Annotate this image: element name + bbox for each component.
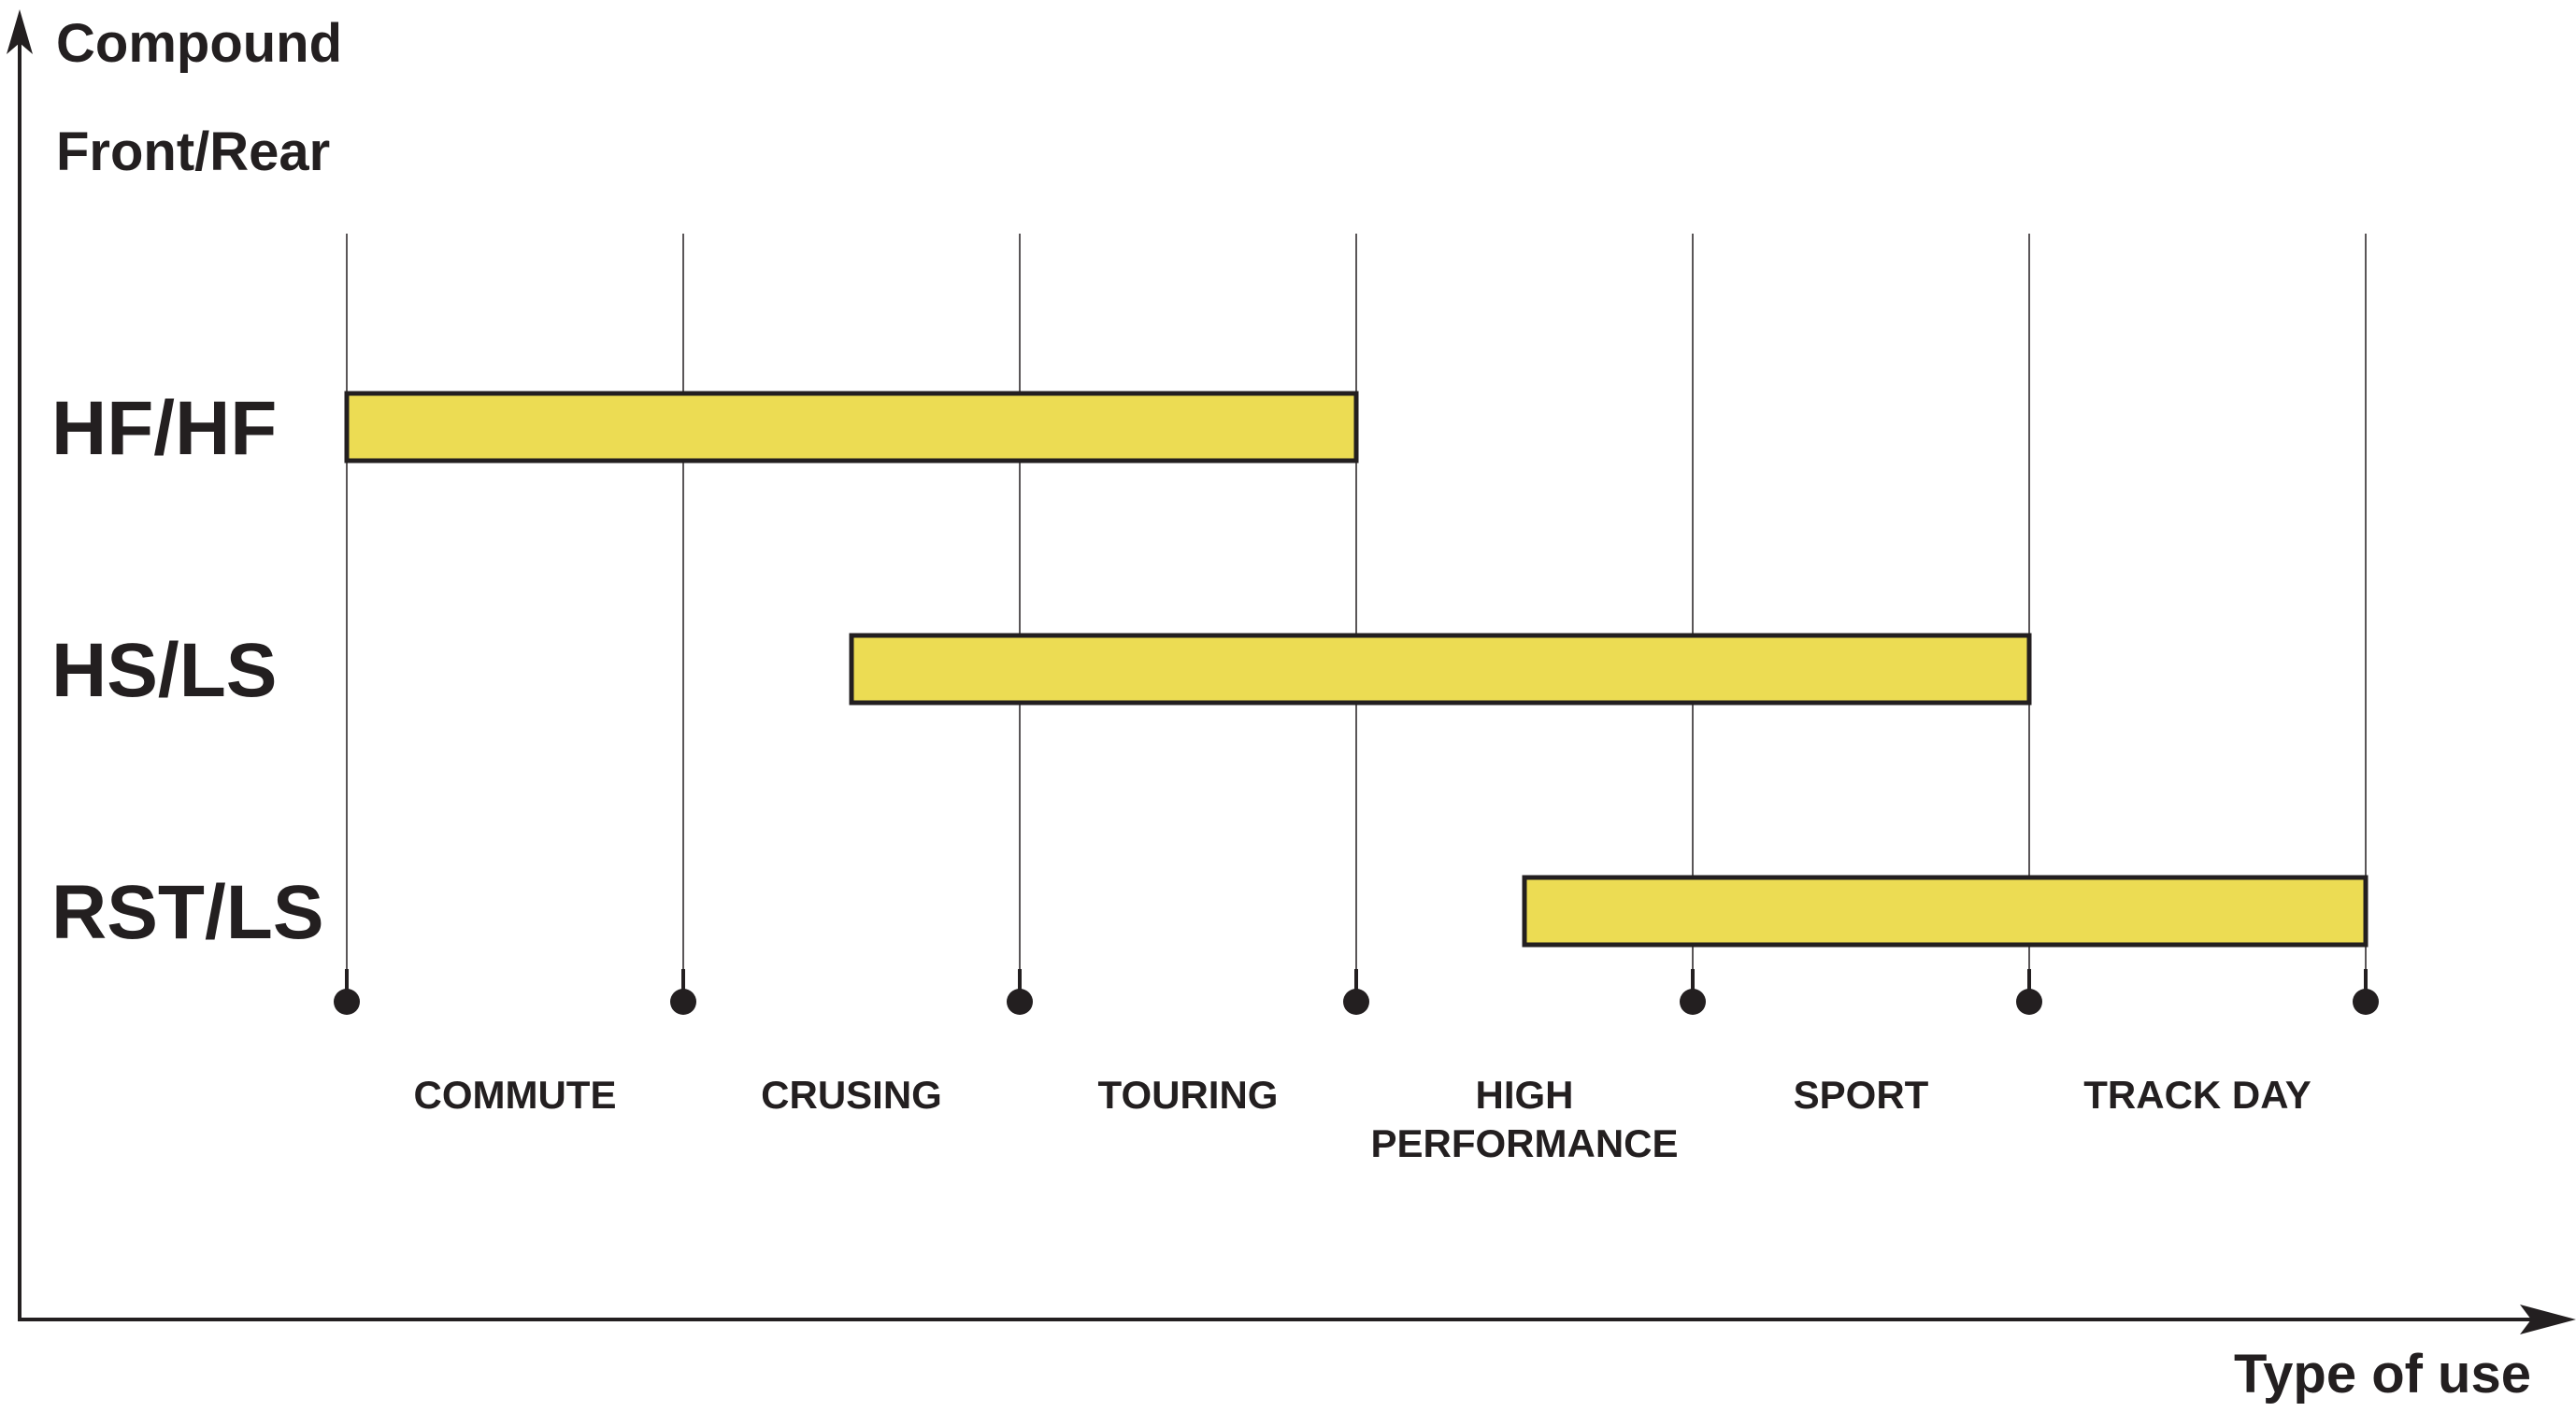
tick-dot-icon [334,989,360,1015]
gridlines [346,234,2367,1002]
range-bar [344,391,1359,464]
range-bar [849,633,2032,706]
category-label: COMMUTE [414,1073,617,1117]
y-axis-arrow-icon [7,9,33,54]
category-label: PERFORMANCE [1370,1121,1678,1165]
category-label: CRUSING [761,1073,942,1117]
x-axis-title: Type of use [2234,1344,2531,1405]
row-label: HF/HF [51,386,277,471]
row-label: HS/LS [51,628,277,713]
tick-dot-icon [1007,989,1033,1015]
axes [7,9,2576,1334]
category-label: SPORT [1794,1073,1929,1117]
tick-dot-icon [670,989,696,1015]
x-ticks [334,969,2379,1015]
row-labels: HF/HF HS/LS RST/LS [51,386,324,955]
x-axis-arrow-icon [2520,1305,2576,1334]
category-label: HIGH [1476,1073,1574,1117]
tick-dot-icon [2016,989,2042,1015]
tick-dot-icon [2353,989,2379,1015]
category-label: TRACK DAY [2083,1073,2311,1117]
category-label: TOURING [1098,1073,1279,1117]
y-axis-title-line-1: Compound [56,13,342,74]
row-label: RST/LS [51,870,324,955]
tick-dot-icon [1680,989,1706,1015]
tick-dot-icon [1343,989,1369,1015]
y-axis-title-line-2: Front/Rear [56,121,330,182]
range-bar [1522,875,2368,948]
range-bars [344,391,2368,948]
